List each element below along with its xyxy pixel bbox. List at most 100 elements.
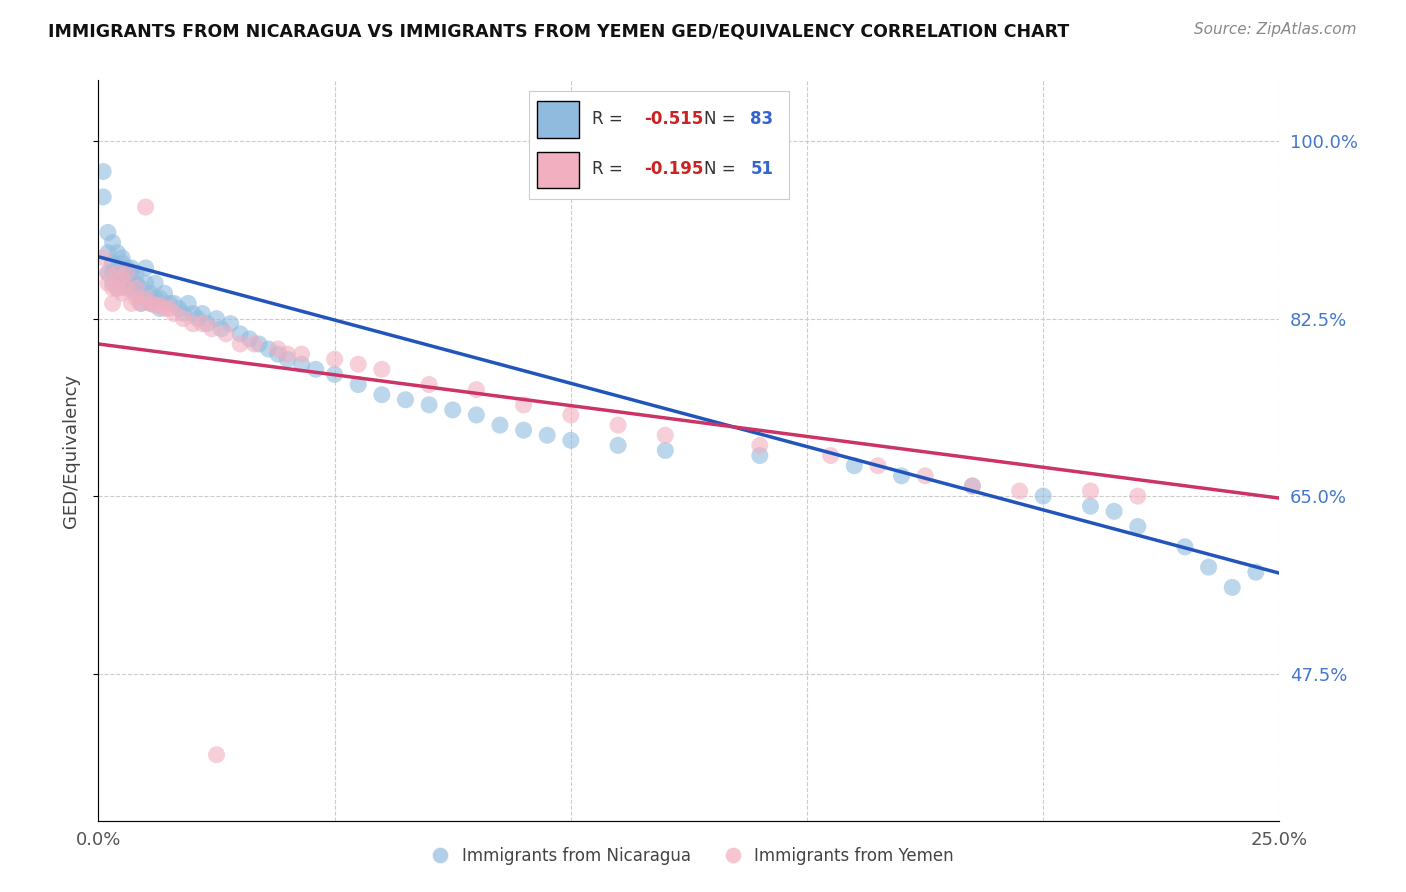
Point — [305, 362, 328, 376]
Point — [125, 286, 148, 301]
Point — [111, 251, 134, 265]
Point — [91, 164, 114, 178]
Point — [121, 266, 143, 280]
Point — [205, 311, 228, 326]
Point — [201, 322, 224, 336]
Point — [323, 352, 346, 367]
Point — [91, 251, 114, 265]
Point — [1126, 489, 1149, 503]
Point — [267, 347, 290, 361]
Point — [181, 307, 204, 321]
Point — [1102, 504, 1125, 518]
Point — [1008, 483, 1031, 498]
Point — [1220, 580, 1243, 594]
Point — [290, 357, 312, 371]
Point — [962, 479, 984, 493]
Point — [135, 200, 157, 214]
Point — [91, 190, 114, 204]
Point — [149, 298, 172, 312]
Point — [1198, 560, 1220, 574]
Point — [121, 281, 143, 295]
Point — [394, 392, 416, 407]
Point — [125, 291, 148, 305]
Point — [347, 377, 370, 392]
Point — [209, 322, 232, 336]
Point — [1174, 540, 1197, 554]
Point — [1080, 483, 1102, 498]
Point — [105, 281, 128, 295]
Point — [135, 291, 157, 305]
Point — [167, 301, 190, 316]
Point — [205, 747, 228, 762]
Point — [97, 226, 120, 240]
Point — [560, 434, 582, 448]
Point — [105, 260, 128, 275]
Point — [195, 317, 218, 331]
Point — [247, 337, 270, 351]
Point — [489, 418, 512, 433]
Point — [536, 428, 558, 442]
Point — [143, 298, 166, 312]
Point — [820, 449, 842, 463]
Point — [149, 301, 172, 316]
Point — [607, 438, 630, 452]
Point — [139, 286, 162, 301]
Point — [1244, 565, 1267, 579]
Point — [101, 266, 124, 280]
Point — [101, 256, 124, 270]
Point — [125, 266, 148, 280]
Point — [135, 260, 157, 275]
Point — [465, 383, 488, 397]
Point — [257, 342, 280, 356]
Point — [111, 276, 134, 290]
Point — [115, 266, 138, 280]
Point — [418, 377, 440, 392]
Point — [418, 398, 440, 412]
Point — [512, 423, 534, 437]
Point — [105, 266, 128, 280]
Point — [111, 266, 134, 280]
Point — [276, 352, 298, 367]
Point — [962, 479, 984, 493]
Point — [219, 317, 242, 331]
Point — [347, 357, 370, 371]
Point — [139, 296, 162, 310]
Y-axis label: GED/Equivalency: GED/Equivalency — [62, 374, 80, 527]
Point — [115, 260, 138, 275]
Point — [153, 286, 176, 301]
Point — [153, 301, 176, 316]
Point — [229, 326, 252, 341]
Text: IMMIGRANTS FROM NICARAGUA VS IMMIGRANTS FROM YEMEN GED/EQUIVALENCY CORRELATION C: IMMIGRANTS FROM NICARAGUA VS IMMIGRANTS … — [48, 22, 1069, 40]
Point — [866, 458, 889, 473]
Point — [172, 307, 194, 321]
Point — [607, 418, 630, 433]
Point — [101, 281, 124, 295]
Point — [143, 276, 166, 290]
Point — [111, 286, 134, 301]
Text: Source: ZipAtlas.com: Source: ZipAtlas.com — [1194, 22, 1357, 37]
Point — [243, 337, 266, 351]
Point — [748, 438, 770, 452]
Point — [129, 296, 152, 310]
Point — [129, 281, 152, 295]
Point — [143, 291, 166, 305]
Point — [121, 260, 143, 275]
Point — [1080, 500, 1102, 514]
Point — [139, 296, 162, 310]
Point — [465, 408, 488, 422]
Point — [129, 296, 152, 310]
Point — [115, 266, 138, 280]
Point — [191, 307, 214, 321]
Point — [290, 347, 312, 361]
Point — [560, 408, 582, 422]
Point — [157, 301, 180, 316]
Point — [1126, 519, 1149, 533]
Point — [844, 458, 866, 473]
Point — [323, 368, 346, 382]
Point — [101, 276, 124, 290]
Point — [135, 291, 157, 305]
Point — [748, 449, 770, 463]
Point — [125, 276, 148, 290]
Point — [371, 387, 394, 401]
Point — [125, 281, 148, 295]
